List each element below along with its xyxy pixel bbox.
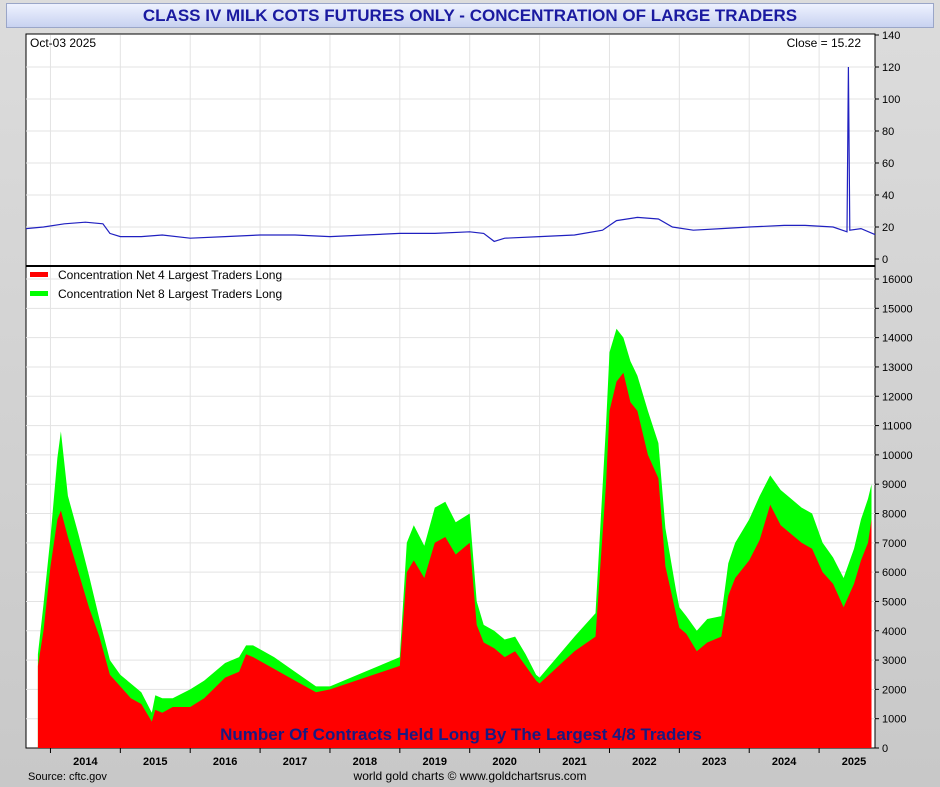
price-line [25, 66, 876, 243]
credit-label: world gold charts © www.goldchartsrus.co… [353, 769, 587, 783]
x-tick-label: 2018 [353, 756, 377, 768]
x-tick-label: 2025 [842, 756, 866, 768]
net4-area [37, 372, 872, 748]
chart-title-bar: CLASS IV MILK COTS FUTURES ONLY - CONCEN… [6, 3, 934, 28]
y-tick-label-cot: 6000 [882, 567, 906, 579]
y-tick-label-price: 140 [882, 30, 900, 42]
y-tick-label-cot: 3000 [882, 655, 906, 667]
y-tick-label-price: 0 [882, 254, 888, 266]
y-tick-label-price: 60 [882, 158, 894, 170]
legend-swatch-net4 [30, 272, 48, 277]
y-tick-label-cot: 2000 [882, 684, 906, 696]
legend: Concentration Net 4 Largest Traders Long… [30, 268, 282, 301]
x-tick-label: 2017 [283, 756, 307, 768]
price-panel [25, 66, 876, 243]
cot-panel [37, 328, 872, 748]
chart-annotation: Number Of Contracts Held Long By The Lar… [220, 725, 702, 744]
y-tick-label-cot: 8000 [882, 509, 906, 521]
y-tick-label-cot: 5000 [882, 596, 906, 608]
x-tick-label: 2024 [772, 756, 797, 768]
legend-label-net8: Concentration Net 8 Largest Traders Long [58, 287, 282, 301]
y-tick-label-cot: 4000 [882, 626, 906, 638]
y-tick-label-cot: 7000 [882, 538, 906, 550]
x-tick-label: 2019 [423, 756, 447, 768]
y-tick-label-price: 80 [882, 126, 894, 138]
y-tick-label-price: 120 [882, 62, 900, 74]
y-tick-label-cot: 10000 [882, 450, 913, 462]
x-tick-label: 2021 [562, 756, 586, 768]
y-tick-label-price: 20 [882, 222, 894, 234]
date-label: Oct-03 2025 [30, 36, 96, 50]
x-tick-label: 2014 [73, 756, 98, 768]
y-tick-label-cot: 11000 [882, 421, 912, 433]
close-label: Close = 15.22 [787, 36, 862, 50]
chart-title: CLASS IV MILK COTS FUTURES ONLY - CONCEN… [142, 6, 798, 25]
x-tick-label: 2023 [702, 756, 726, 768]
y-tick-label-cot: 15000 [882, 303, 913, 315]
y-tick-label-price: 100 [882, 94, 900, 106]
x-tick-label: 2022 [632, 756, 656, 768]
y-tick-label-cot: 16000 [882, 274, 913, 286]
y-tick-label-cot: 14000 [882, 333, 913, 345]
axes: 2014 2015 2016 2017 2018 2019 2020 2021 2022 2023… [49, 30, 913, 768]
legend-label-net4: Concentration Net 4 Largest Traders Long [58, 268, 282, 282]
y-tick-label-cot: 0 [882, 743, 888, 755]
legend-swatch-net8 [30, 291, 48, 296]
source-label: Source: cftc.gov [28, 771, 107, 783]
y-tick-label-cot: 1000 [882, 714, 906, 726]
y-tick-label-price: 40 [882, 190, 894, 202]
y-tick-label-cot: 9000 [882, 479, 906, 491]
y-tick-label-cot: 13000 [882, 362, 913, 374]
x-tick-label: 2016 [213, 756, 237, 768]
y-tick-label-cot: 12000 [882, 391, 913, 403]
x-tick-label: 2015 [143, 756, 167, 768]
x-tick-label: 2020 [492, 756, 516, 768]
